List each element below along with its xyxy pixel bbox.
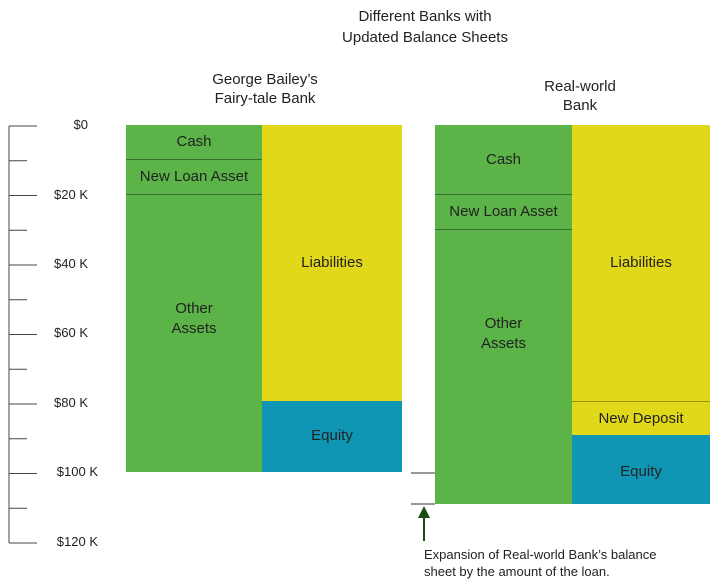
expansion-annotation: Expansion of Real-world Bank’s balance s… [424, 546, 714, 580]
bank2-equity-label: Equity [620, 462, 662, 480]
bank2-cash-block: Cash [435, 125, 572, 194]
bank1-new-loan-block: New Loan Asset [126, 159, 262, 194]
bank1-title-line-2: Fairy-tale Bank [214, 90, 316, 107]
bank2-equity-block: Equity [572, 435, 710, 504]
tick-label-40k: $40 K [54, 256, 88, 271]
tick-label-80k: $80 K [54, 395, 88, 410]
tick-label-20k: $20 K [54, 187, 88, 202]
bank1-cash-block: Cash [126, 125, 262, 159]
bank1-equity-block: Equity [262, 401, 402, 472]
bank2-other-assets-label-1: Other [484, 315, 523, 332]
bank1-new-loan-label: New Loan Asset [139, 168, 249, 185]
bank1-cash-label: Cash [176, 133, 212, 150]
annotation-line-1: Expansion of Real-world Bank’s balance [424, 547, 657, 562]
bank2-new-loan-block: New Loan Asset [435, 194, 572, 229]
bank1-other-assets-block: Other Assets [126, 194, 262, 472]
bank2-liabilities-label: Liabilities [610, 254, 672, 271]
bank1-other-assets-label-2: Assets [171, 319, 217, 337]
bank2-title-line-1: Real-world [544, 78, 616, 95]
diagram-title: Different Banks with Updated Balance She… [260, 6, 590, 48]
bank2-title-line-2: Bank [562, 97, 598, 114]
bank2-new-deposit-block: New Deposit [572, 401, 710, 435]
expansion-arrow-icon [418, 506, 430, 518]
annotation-line-2: sheet by the amount of the loan. [424, 564, 610, 579]
bank2-cash-label: Cash [485, 150, 522, 168]
bank1-title-line-1: George Bailey’s [212, 71, 318, 88]
tick-label-100k: $100 K [56, 464, 98, 479]
title-line-1: Different Banks with [358, 8, 492, 25]
bank2-title: Real-world Bank [470, 77, 690, 115]
bank2-new-deposit-label: New Deposit [598, 409, 684, 427]
bank1-equity-label: Equity [311, 426, 353, 444]
tick-label-120k: $120 K [56, 534, 98, 549]
bank1-other-assets-label-1: Other [175, 299, 213, 317]
bank2-other-assets-block: Other Assets [435, 229, 572, 504]
bank2-new-loan-label: New Loan Asset [449, 203, 558, 220]
bank1-liabilities-label: Liabilities [301, 254, 363, 271]
tick-label-0: $0 [73, 117, 88, 132]
axis-ticks [9, 125, 37, 544]
tick-label-60k: $60 K [54, 325, 88, 340]
bank1-liabilities-block: Liabilities [262, 125, 402, 401]
bank2-liabilities-block: Liabilities [572, 125, 710, 401]
bank1-title: George Bailey’s Fairy-tale Bank [150, 70, 380, 108]
bank2-other-assets-label-2: Assets [480, 335, 526, 352]
title-line-2: Updated Balance Sheets [342, 29, 508, 46]
